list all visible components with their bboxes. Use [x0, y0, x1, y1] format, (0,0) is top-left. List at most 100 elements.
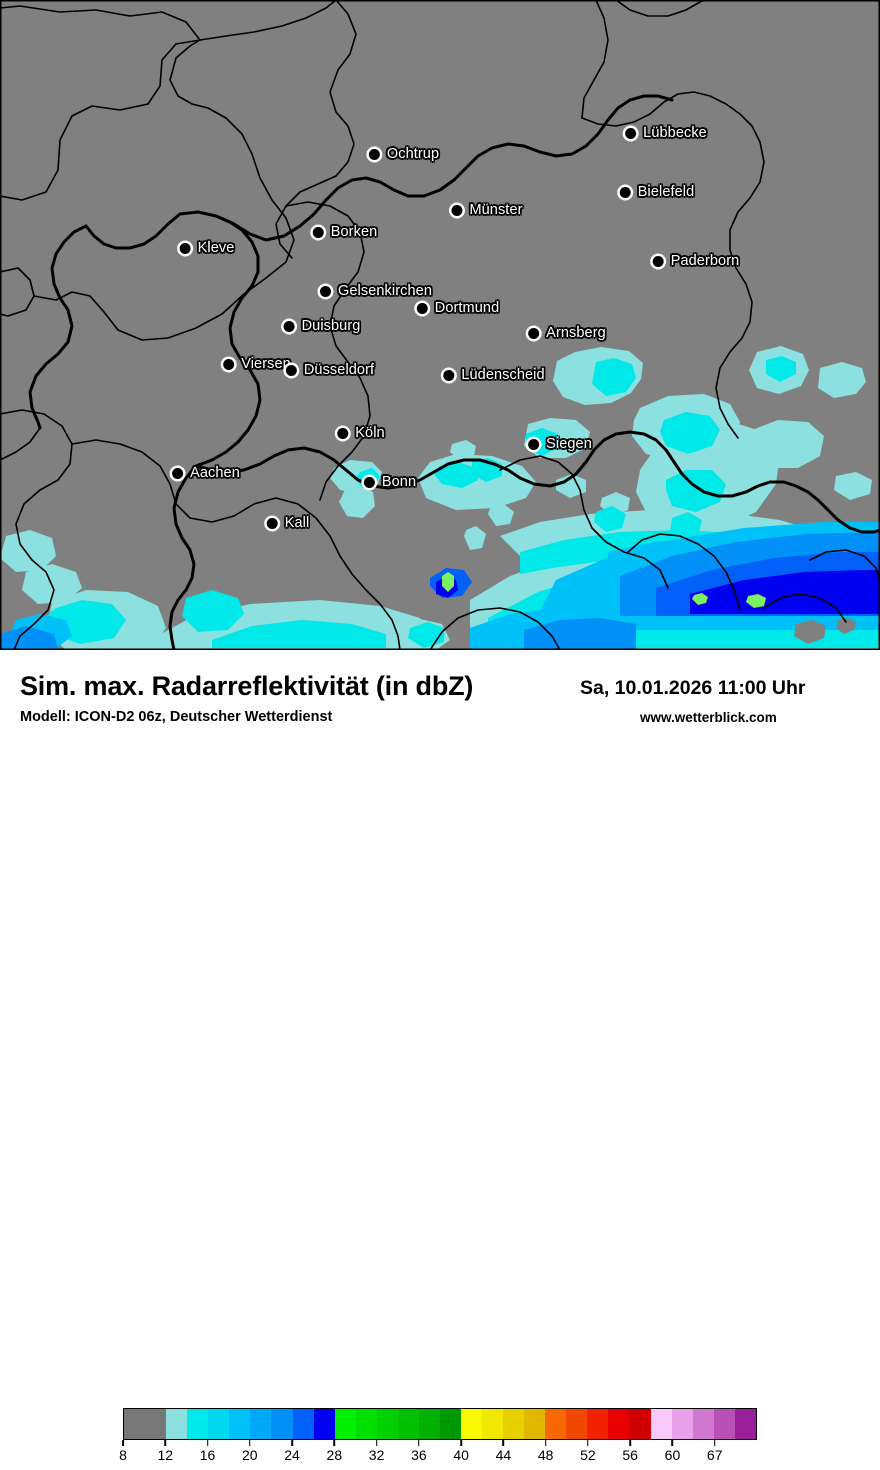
- city-dot-icon: [363, 476, 375, 488]
- tick-label: 36: [411, 1447, 427, 1463]
- colorbar-swatch: [250, 1409, 272, 1439]
- city-marker[interactable]: Bielefeld: [619, 184, 695, 200]
- colorbar-swatch: [671, 1409, 693, 1439]
- tick-label: 28: [326, 1447, 343, 1463]
- legend-footer: Sim. max. Radarreflektivität (in dbZ) Mo…: [0, 650, 880, 1463]
- tick-label: 32: [368, 1447, 385, 1463]
- city-label: Kall: [284, 515, 310, 531]
- city-label: Köln: [355, 425, 385, 441]
- colorbar-tick: 67: [707, 1440, 723, 1463]
- city-marker[interactable]: Aachen: [172, 465, 240, 481]
- tick-mark: [249, 1440, 251, 1446]
- colorbar-swatch: [524, 1409, 546, 1439]
- city-marker[interactable]: Borken: [312, 224, 378, 240]
- colorbar-swatch: [229, 1409, 251, 1439]
- model-subtitle: Modell: ICON-D2 06z, Deutscher Wetterdie…: [20, 709, 333, 725]
- city-marker[interactable]: Ochtrup: [368, 146, 440, 162]
- city-label: Düsseldorf: [303, 362, 375, 378]
- website-credit: www.wetterblick.com: [640, 710, 777, 725]
- city-dot-icon: [172, 467, 184, 479]
- colorbar-tick: 56: [622, 1440, 638, 1463]
- colorbar-swatch: [418, 1409, 440, 1439]
- colorbar-swatch: [124, 1409, 146, 1439]
- tick-mark: [544, 1440, 547, 1446]
- tick-label: 67: [706, 1447, 723, 1463]
- city-marker[interactable]: Gelsenkirchen: [320, 283, 432, 299]
- colorbar-swatch: [566, 1409, 588, 1439]
- city-dot-icon: [416, 302, 428, 314]
- city-dot-icon: [312, 226, 324, 238]
- radar-map[interactable]: Lübbecke Ochtrup Bielefeld Münster Borken Kle…: [0, 0, 880, 650]
- city-dot-icon: [528, 438, 540, 450]
- colorbar-swatch: [208, 1409, 230, 1439]
- colorbar-swatch: [692, 1409, 714, 1439]
- city-label: Lüdenscheid: [461, 367, 545, 383]
- colorbar-swatch: [271, 1409, 293, 1439]
- city-label: Ochtrup: [386, 146, 440, 162]
- colorbar-tick: 32: [368, 1440, 385, 1463]
- colorbar-swatch: [503, 1409, 525, 1439]
- city-marker[interactable]: Bonn: [363, 474, 417, 490]
- tick-mark: [502, 1440, 505, 1446]
- city-marker[interactable]: Münster: [451, 202, 522, 218]
- border-layer: [0, 0, 880, 650]
- city-label: Münster: [469, 202, 523, 218]
- tick-label: 48: [537, 1447, 554, 1463]
- colorbar-swatch: [713, 1409, 735, 1439]
- precipitation-layer: [0, 346, 880, 650]
- city-marker[interactable]: Arnsberg: [528, 325, 606, 341]
- city-label: Viersen: [241, 356, 291, 372]
- tick-mark: [206, 1440, 209, 1446]
- city-label: Kleve: [197, 240, 235, 256]
- city-label: Bielefeld: [637, 184, 695, 200]
- map-frame: [0, 0, 880, 650]
- city-marker[interactable]: Kall: [266, 515, 310, 531]
- city-marker[interactable]: Kleve: [179, 240, 235, 256]
- city-label: Siegen: [546, 436, 592, 452]
- city-dot-icon: [285, 364, 297, 376]
- tick-mark: [291, 1440, 293, 1446]
- tick-label: 20: [242, 1447, 258, 1463]
- colorbar-tick: 20: [242, 1440, 258, 1463]
- city-marker[interactable]: Siegen: [528, 436, 592, 452]
- tick-mark: [333, 1440, 336, 1446]
- city-marker[interactable]: Viersen: [223, 356, 291, 372]
- forecast-datetime: Sa, 10.01.2026 11:00 Uhr: [580, 677, 806, 699]
- city-marker[interactable]: Duisburg: [283, 318, 361, 334]
- city-label: Bonn: [381, 474, 417, 490]
- city-marker[interactable]: Lüdenscheid: [443, 367, 545, 383]
- colorbar-tick: 48: [537, 1440, 554, 1463]
- city-label: Arnsberg: [546, 325, 606, 341]
- tick-label: 60: [664, 1447, 681, 1463]
- tick-mark: [629, 1440, 631, 1446]
- colorbar-swatch: [292, 1409, 314, 1439]
- colorbar-tick: 16: [200, 1440, 215, 1463]
- colorbar-swatch: [376, 1409, 398, 1439]
- colorbar-swatch: [545, 1409, 567, 1439]
- colorbar-tick: 8: [119, 1440, 127, 1463]
- city-label: Borken: [330, 224, 378, 240]
- colorbar-swatch: [608, 1409, 630, 1439]
- colorbar-swatch: [734, 1409, 756, 1439]
- colorbar-swatch: [145, 1409, 167, 1439]
- city-dot-icon: [283, 320, 295, 332]
- colorbar-tick: 12: [157, 1440, 173, 1463]
- city-marker[interactable]: Paderborn: [652, 253, 740, 269]
- tick-label: 56: [622, 1447, 638, 1463]
- colorbar-tick: 36: [411, 1440, 427, 1463]
- colorbar-tick: 52: [580, 1440, 596, 1463]
- colorbar-swatch: [650, 1409, 672, 1439]
- city-marker[interactable]: Dortmund: [416, 300, 499, 316]
- city-dot-icon: [266, 517, 278, 529]
- map-canvas: [0, 0, 880, 650]
- city-marker[interactable]: Köln: [337, 425, 385, 441]
- city-dot-icon: [625, 127, 637, 139]
- city-dot-icon: [320, 285, 331, 297]
- colorbar-swatch: [334, 1409, 356, 1439]
- tick-mark: [587, 1440, 589, 1446]
- colorbar-tick: 40: [453, 1440, 469, 1463]
- city-marker[interactable]: Lübbecke: [625, 125, 707, 141]
- city-marker[interactable]: Düsseldorf: [285, 362, 375, 378]
- colorbar-tick: 60: [664, 1440, 681, 1463]
